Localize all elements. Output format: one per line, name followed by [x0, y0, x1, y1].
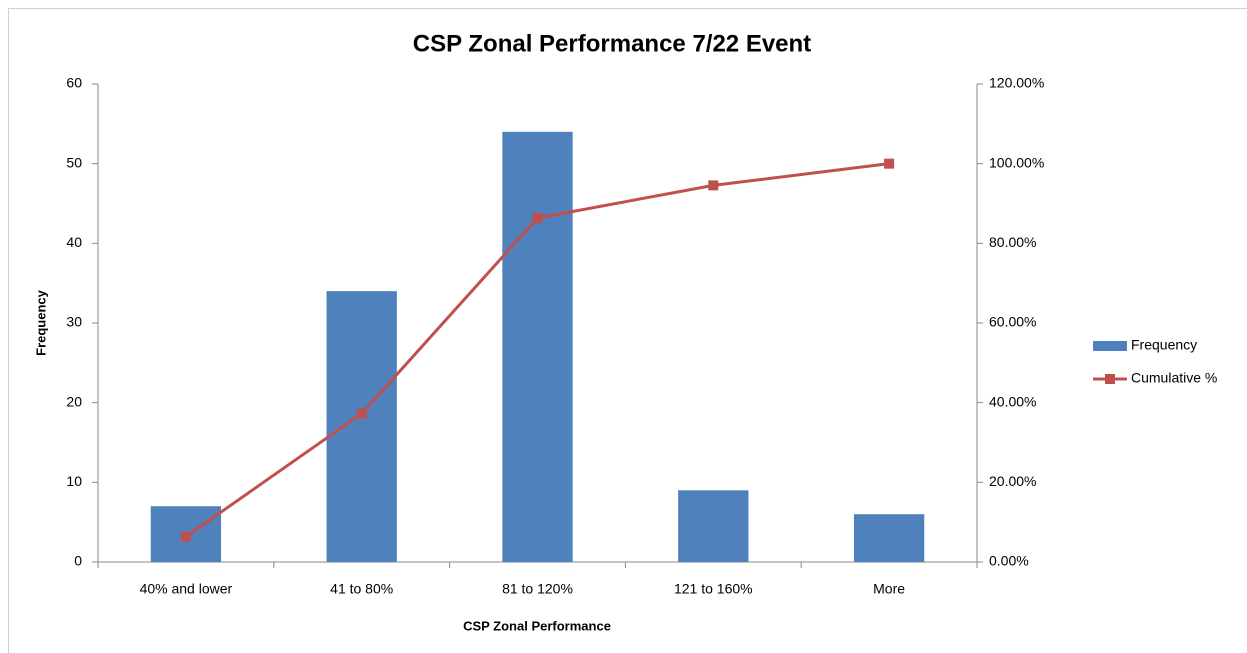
y2-tick-label: 20.00% — [989, 473, 1036, 489]
legend-marker — [1105, 374, 1115, 384]
line-marker — [356, 408, 367, 419]
y2-tick-label: 40.00% — [989, 393, 1036, 409]
line-marker — [884, 158, 895, 169]
x-tick-label: 41 to 80% — [330, 581, 393, 597]
line-marker — [180, 531, 191, 542]
legend-label: Frequency — [1131, 337, 1197, 353]
y2-tick-label: 120.00% — [989, 75, 1044, 91]
y-axis-title: Frequency — [33, 289, 48, 356]
bar — [853, 514, 925, 562]
y2-tick-label: 0.00% — [989, 553, 1029, 569]
y2-tick-label: 60.00% — [989, 314, 1036, 330]
chart-title: CSP Zonal Performance 7/22 Event — [413, 30, 811, 57]
y-tick-label: 60 — [66, 75, 82, 91]
y2-tick-label: 100.00% — [989, 154, 1044, 170]
x-tick-label: 81 to 120% — [502, 581, 573, 597]
legend-swatch — [1093, 341, 1127, 351]
bar — [326, 291, 397, 562]
y-tick-label: 0 — [74, 553, 82, 569]
y2-tick-label: 80.00% — [989, 234, 1036, 250]
x-axis-title: CSP Zonal Performance — [463, 618, 611, 633]
bar — [502, 131, 573, 563]
y-tick-label: 20 — [66, 393, 82, 409]
legend-label: Cumulative % — [1131, 370, 1217, 386]
line-marker — [532, 212, 543, 223]
y-tick-label: 50 — [66, 154, 82, 170]
y-tick-label: 30 — [66, 314, 82, 330]
x-tick-label: More — [873, 581, 905, 597]
x-tick-label: 40% and lower — [140, 581, 233, 597]
bar — [678, 490, 749, 562]
x-tick-label: 121 to 160% — [674, 581, 753, 597]
line-marker — [708, 180, 719, 191]
y-tick-label: 40 — [66, 234, 82, 250]
y-tick-label: 10 — [66, 473, 82, 489]
